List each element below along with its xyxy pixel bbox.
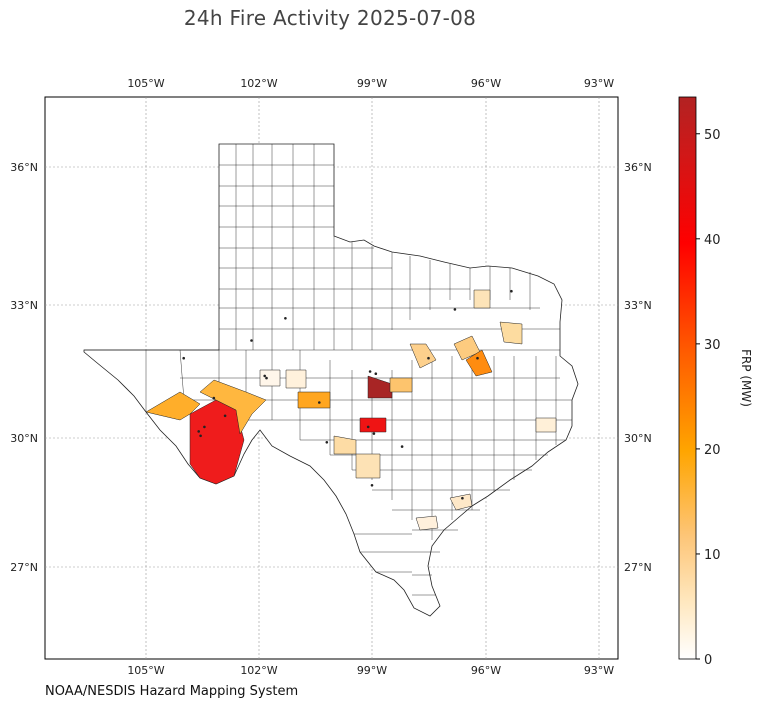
fire-point — [265, 376, 268, 380]
lat-tick-right-30: 30°N — [624, 432, 652, 445]
lon-tick-labels-bottom: 105°W 102°W 99°W 96°W 93°W — [127, 664, 614, 677]
county-fire-edwards — [355, 453, 381, 479]
fire-point — [372, 432, 376, 435]
colorbar-ticks: 0 10 20 30 40 50 — [696, 128, 721, 668]
fire-point — [250, 339, 253, 342]
fire-counties — [145, 289, 557, 531]
fire-point — [199, 434, 202, 438]
lon-tick-bottom-99: 99°W — [357, 664, 387, 677]
colorbar: 0 10 20 30 40 50 FRP (MW) — [678, 96, 753, 668]
fire-point — [263, 374, 267, 378]
fire-point — [453, 308, 457, 311]
lon-tick-top-105: 105°W — [127, 77, 164, 90]
map-title: 24h Fire Activity 2025-07-08 — [183, 6, 477, 30]
lon-tick-bottom-105: 105°W — [127, 664, 164, 677]
fire-detection-points — [182, 289, 513, 500]
lon-tick-bottom-96: 96°W — [471, 664, 501, 677]
fire-point — [461, 496, 464, 500]
lat-tick-left-30: 30°N — [10, 432, 38, 445]
data-source-credit: NOAA/NESDIS Hazard Mapping System — [45, 684, 299, 699]
lat-tick-right-36: 36°N — [624, 161, 652, 174]
colorbar-tick-label: 0 — [704, 653, 712, 668]
fire-point — [325, 441, 329, 444]
county-fire-smith — [499, 321, 523, 345]
county-fire-johnson — [409, 343, 437, 369]
county-fire-victoria — [449, 493, 473, 511]
fire-point — [427, 356, 430, 360]
lon-tick-bottom-93: 93°W — [584, 664, 614, 677]
county-fire-nueces — [415, 515, 439, 531]
fire-point — [212, 396, 216, 400]
county-fire-dallas — [465, 349, 493, 377]
county-fire-jeff-davis — [145, 391, 201, 421]
lon-tick-top-93: 93°W — [584, 77, 614, 90]
county-fire-crockett — [297, 391, 331, 409]
county-fire-coleman — [367, 375, 393, 399]
lat-tick-left-27: 27°N — [10, 561, 38, 574]
colorbar-gradient — [678, 96, 697, 660]
fire-point — [374, 372, 378, 376]
colorbar-tick-label: 20 — [704, 443, 721, 458]
fire-point — [476, 356, 479, 360]
lat-tick-labels-right: 36°N 33°N 30°N 27°N — [624, 161, 652, 574]
county-fire-upton — [285, 369, 307, 389]
fire-point — [510, 289, 513, 293]
lon-tick-top-96: 96°W — [471, 77, 501, 90]
fire-point — [366, 425, 370, 429]
lat-tick-left-33: 33°N — [10, 299, 38, 312]
fire-point — [370, 484, 374, 487]
lat-tick-labels-left: 36°N 33°N 30°N 27°N — [10, 161, 38, 574]
lat-tick-right-27: 27°N — [624, 561, 652, 574]
fire-point — [284, 317, 287, 320]
colorbar-tick-label: 40 — [704, 233, 721, 248]
colorbar-label: FRP (MW) — [739, 349, 753, 407]
fire-point — [318, 401, 321, 404]
county-fire-fannin — [473, 289, 491, 309]
colorbar-tick-label: 50 — [704, 128, 721, 143]
fire-point — [368, 370, 372, 373]
colorbar-tick-label: 10 — [704, 548, 721, 563]
lat-tick-right-33: 33°N — [624, 299, 652, 312]
lon-tick-top-99: 99°W — [357, 77, 387, 90]
fire-point — [203, 425, 206, 429]
lat-tick-left-36: 36°N — [10, 161, 38, 174]
county-fire-reagan — [259, 369, 281, 387]
county-fire-tyler — [535, 417, 557, 433]
colorbar-tick-label: 30 — [704, 338, 721, 353]
county-fire-pecos — [199, 379, 267, 435]
lon-tick-top-102: 102°W — [240, 77, 277, 90]
lon-tick-bottom-102: 102°W — [240, 664, 277, 677]
county-fire-brown — [389, 377, 413, 393]
county-fire-kimble — [359, 417, 387, 433]
fire-point — [223, 414, 227, 418]
fire-point — [400, 445, 404, 448]
fire-point — [182, 356, 185, 360]
lon-tick-labels-top: 105°W 102°W 99°W 96°W 93°W — [127, 77, 614, 90]
fire-point — [197, 430, 200, 433]
